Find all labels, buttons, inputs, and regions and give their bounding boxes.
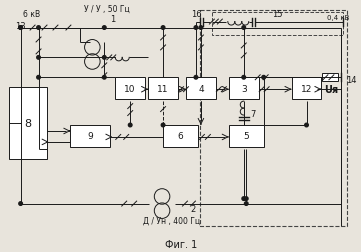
Bar <box>148 78 178 100</box>
Circle shape <box>242 76 245 80</box>
Bar <box>229 78 259 100</box>
Text: 7: 7 <box>251 109 256 118</box>
Text: 14: 14 <box>346 75 357 84</box>
Text: Д / Ун , 400 Гц: Д / Ун , 400 Гц <box>143 216 201 225</box>
Circle shape <box>199 27 203 30</box>
Circle shape <box>161 124 165 127</box>
Circle shape <box>305 124 308 127</box>
Circle shape <box>161 27 165 30</box>
Text: Фиг. 1: Фиг. 1 <box>165 239 197 249</box>
Text: 9: 9 <box>87 132 93 141</box>
Circle shape <box>19 27 22 30</box>
Bar <box>186 78 216 100</box>
Circle shape <box>103 56 106 60</box>
Text: 2: 2 <box>190 204 195 213</box>
Circle shape <box>194 76 198 80</box>
Text: 6: 6 <box>178 132 183 141</box>
Bar <box>163 125 198 147</box>
Text: 4: 4 <box>198 84 204 93</box>
Text: 16: 16 <box>191 10 201 19</box>
Circle shape <box>19 202 22 206</box>
Text: 3: 3 <box>241 84 247 93</box>
Text: 6 кВ: 6 кВ <box>23 10 40 19</box>
Text: 0,4 кВ: 0,4 кВ <box>327 15 349 20</box>
Circle shape <box>244 197 248 201</box>
Circle shape <box>129 124 132 127</box>
Circle shape <box>103 76 106 80</box>
Circle shape <box>37 27 40 30</box>
Circle shape <box>194 27 198 30</box>
Circle shape <box>103 27 106 30</box>
Bar <box>292 78 321 100</box>
Text: 10: 10 <box>125 84 136 93</box>
Text: 11: 11 <box>157 84 169 93</box>
Text: Uя: Uя <box>325 85 339 95</box>
Circle shape <box>37 76 40 80</box>
Bar <box>322 74 338 82</box>
Bar <box>9 88 47 159</box>
Text: 5: 5 <box>243 132 249 141</box>
Circle shape <box>242 27 245 30</box>
Circle shape <box>244 202 248 206</box>
Circle shape <box>242 197 245 201</box>
Bar <box>115 78 145 100</box>
Text: 13: 13 <box>15 22 25 31</box>
Circle shape <box>37 56 40 60</box>
Text: У / У , 50 Гц: У / У , 50 Гц <box>84 5 130 14</box>
Text: 8: 8 <box>24 118 31 129</box>
Bar <box>229 125 264 147</box>
Circle shape <box>19 27 22 30</box>
Text: 15: 15 <box>273 10 283 19</box>
Text: 1: 1 <box>110 15 116 24</box>
Text: 12: 12 <box>301 84 312 93</box>
Circle shape <box>262 76 265 80</box>
Bar <box>70 125 110 147</box>
